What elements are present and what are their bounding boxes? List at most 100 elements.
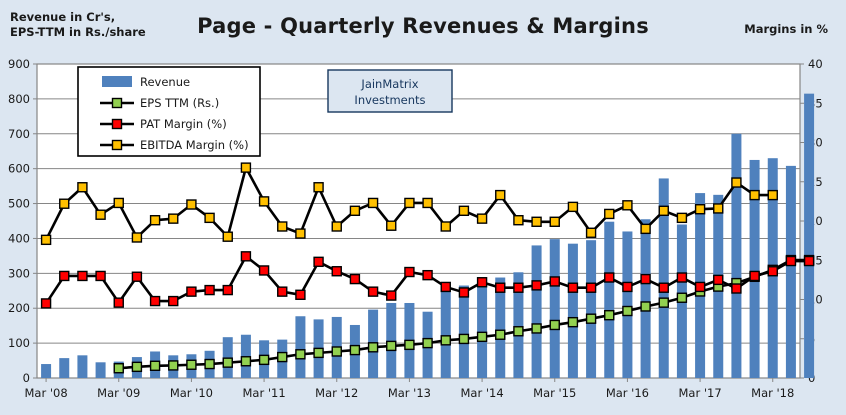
- data-point-marker: [258, 354, 270, 366]
- data-point-marker: [458, 287, 470, 298]
- data-point-marker: [713, 203, 724, 214]
- data-point-marker: [658, 205, 669, 216]
- data-point-marker: [349, 205, 361, 216]
- legend-swatch-revenue: [102, 76, 132, 87]
- data-point-marker: [168, 360, 179, 371]
- revenue-bar: [386, 302, 397, 378]
- data-point-marker: [77, 270, 88, 282]
- data-point-marker: [713, 274, 724, 286]
- right-axis-caption: Margins in %: [744, 22, 828, 36]
- revenue-bar: [440, 289, 451, 378]
- revenue-bar: [640, 219, 651, 378]
- data-point-marker: [295, 349, 306, 360]
- y-axis-tick-label: 400: [8, 231, 30, 245]
- data-point-marker: [513, 215, 524, 226]
- data-point-marker: [640, 301, 651, 312]
- data-point-marker: [222, 231, 233, 242]
- data-point-marker: [567, 201, 579, 213]
- data-point-marker: [313, 256, 324, 268]
- data-point-marker: [676, 292, 688, 303]
- data-point-marker: [749, 189, 760, 201]
- legend-marker: [111, 139, 123, 151]
- data-point-marker: [495, 282, 506, 293]
- data-point-marker: [476, 331, 488, 343]
- data-point-marker: [422, 197, 433, 209]
- data-point-marker: [604, 208, 615, 220]
- revenue-bar: [604, 221, 615, 378]
- data-point-marker: [222, 357, 233, 368]
- data-point-marker: [113, 197, 124, 209]
- data-point-marker: [40, 234, 52, 246]
- data-point-marker: [495, 189, 506, 201]
- watermark-line-2: Investments: [354, 93, 425, 107]
- data-point-marker: [604, 272, 615, 283]
- data-point-marker: [440, 335, 451, 346]
- y-axis-tick-label: 700: [8, 127, 30, 141]
- data-point-marker: [785, 255, 797, 267]
- data-point-marker: [168, 213, 179, 224]
- data-point-marker: [277, 351, 288, 363]
- revenue-bar: [495, 277, 506, 378]
- data-point-marker: [640, 273, 651, 285]
- x-axis-tick-label: Mar '12: [315, 386, 358, 400]
- data-point-marker: [658, 282, 669, 293]
- legend-label: EBITDA Margin (%): [140, 138, 249, 152]
- data-point-marker: [676, 272, 688, 283]
- x-axis-tick-label: Mar '15: [533, 386, 576, 400]
- data-point-marker: [476, 213, 488, 224]
- data-point-marker: [386, 220, 397, 231]
- data-point-marker: [458, 205, 470, 216]
- data-point-marker: [404, 266, 415, 278]
- x-axis-tick-label: Mar '16: [606, 386, 649, 400]
- data-point-marker: [404, 339, 415, 351]
- watermark-box: [327, 69, 453, 113]
- data-point-marker: [404, 197, 415, 209]
- data-point-marker: [59, 270, 70, 282]
- revenue-bar: [513, 272, 524, 378]
- data-point-marker: [149, 360, 161, 371]
- y-axis-tick-label: 300: [8, 266, 30, 280]
- y-axis-tick-label: 500: [8, 197, 30, 211]
- data-point-marker: [622, 305, 633, 317]
- data-point-marker: [204, 358, 215, 370]
- y-axis-tick-label: 100: [8, 336, 30, 350]
- data-point-marker: [731, 177, 742, 188]
- data-point-marker: [295, 228, 306, 239]
- data-point-marker: [131, 361, 143, 373]
- data-point-marker: [422, 337, 433, 349]
- data-point-marker: [331, 266, 342, 277]
- revenue-bar: [41, 364, 52, 378]
- data-point-marker: [59, 198, 70, 209]
- data-point-marker: [731, 283, 742, 294]
- revenue-bar: [458, 285, 469, 378]
- data-point-marker: [258, 196, 270, 207]
- data-point-marker: [585, 227, 597, 238]
- legend-label: Revenue: [140, 75, 190, 89]
- data-point-marker: [640, 223, 651, 235]
- y-axis-tick-label: 900: [8, 57, 30, 71]
- data-point-marker: [604, 310, 615, 321]
- data-point-marker: [767, 266, 778, 277]
- data-point-marker: [40, 298, 52, 309]
- data-point-marker: [694, 204, 706, 215]
- data-point-marker: [204, 212, 215, 224]
- data-point-marker: [694, 281, 706, 293]
- data-point-marker: [585, 282, 597, 293]
- x-axis-tick-label: Mar '14: [461, 386, 504, 400]
- revenue-bar: [59, 358, 70, 378]
- data-point-marker: [458, 333, 470, 345]
- data-point-marker: [531, 280, 542, 291]
- data-point-marker: [386, 290, 397, 301]
- data-point-marker: [440, 281, 451, 293]
- data-point-marker: [549, 216, 560, 227]
- y-axis-tick-label: 200: [8, 301, 30, 315]
- revenue-bar: [658, 178, 669, 378]
- legend-marker: [111, 97, 123, 109]
- revenue-bar: [586, 240, 597, 378]
- data-point-marker: [313, 347, 324, 359]
- revenue-bar: [77, 355, 88, 378]
- x-axis-tick-label: Mar '10: [170, 386, 213, 400]
- data-point-marker: [222, 284, 233, 296]
- revenue-bar: [785, 165, 796, 378]
